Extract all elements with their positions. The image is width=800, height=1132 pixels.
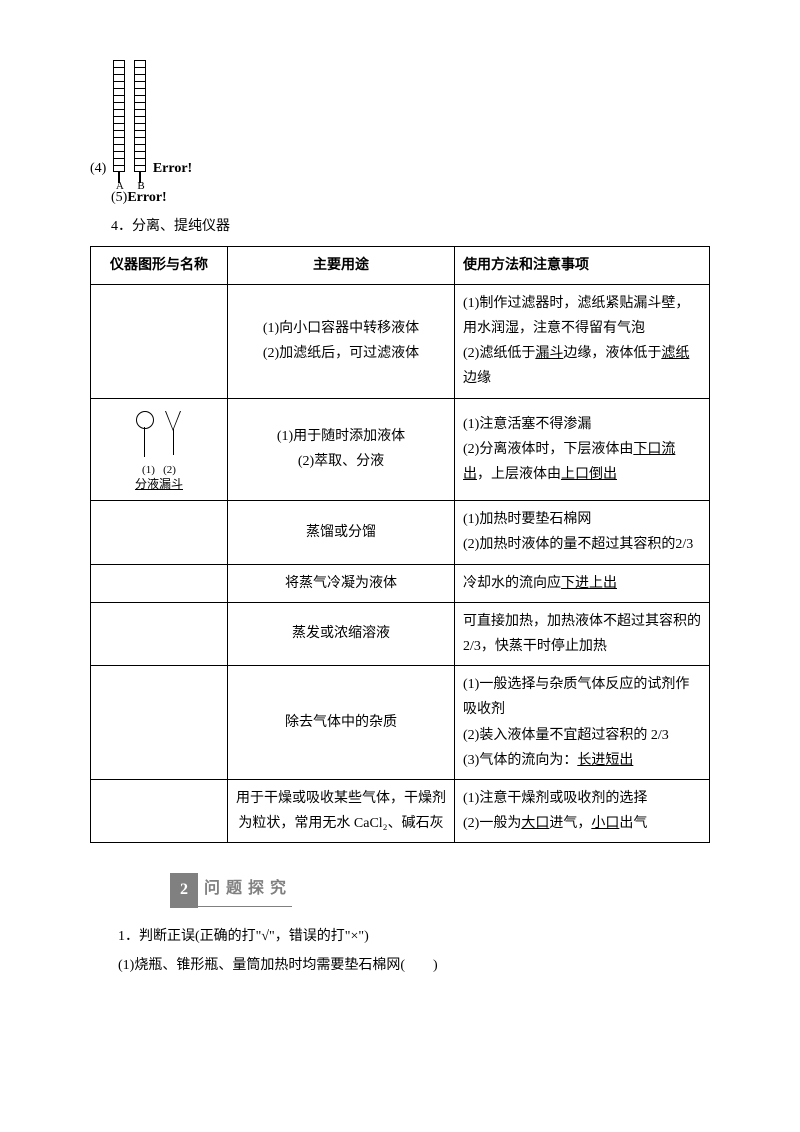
table-header-row: 仪器图形与名称 主要用途 使用方法和注意事项	[91, 246, 710, 284]
note-cell-5: 可直接加热，加热液体不超过其容积的 2/3，快蒸干时停止加热	[455, 602, 710, 665]
question-1-1: (1)烧瓶、锥形瓶、量筒加热时均需要垫石棉网( )	[90, 953, 710, 978]
r1-u2b: 上口倒出	[561, 467, 617, 482]
table-row: (1) (2) 分液漏斗 (1)用于随时添加液体 (2)萃取、分液 (1)注意活…	[91, 398, 710, 501]
burette-a-icon: A	[113, 60, 125, 172]
img-cell-4	[91, 564, 228, 602]
r6-m2: 进气，	[549, 816, 591, 831]
img-cell-2: (1) (2) 分液漏斗	[91, 398, 228, 501]
note-cell-1: (1)制作过滤器时，滤纸紧贴漏斗壁，用水润湿，注意不得留有气泡 (2)滤纸低于漏…	[455, 284, 710, 398]
error-text-4: Error!	[153, 161, 192, 176]
note-cell-3: (1)加热时要垫石棉网 (2)加热时液体的量不超过其容积的2/3	[455, 501, 710, 564]
instruments-table: 仪器图形与名称 主要用途 使用方法和注意事项 (1)向小口容器中转移液体 (2)…	[90, 246, 710, 844]
section-header: 2 问题探究	[170, 873, 710, 908]
burette-diagram: A B	[110, 60, 150, 181]
table-row: (1)向小口容器中转移液体 (2)加滤纸后，可过滤液体 (1)制作过滤器时，滤纸…	[91, 284, 710, 398]
th-name: 仪器图形与名称	[91, 246, 228, 284]
item-5: (5)Error!	[90, 185, 710, 210]
r3-pre: 冷却水的流向应	[463, 576, 561, 591]
th-use: 主要用途	[228, 246, 455, 284]
r6-n1: (1)注意干燥剂或吸收剂的选择	[463, 791, 647, 806]
img-cell-6	[91, 666, 228, 780]
use-cell-1: (1)向小口容器中转移液体 (2)加滤纸后，可过滤液体	[228, 284, 455, 398]
use-cell-5: 蒸发或浓缩溶液	[228, 602, 455, 665]
img-cell-1	[91, 284, 228, 398]
burette-b-icon: B	[134, 60, 146, 172]
r6-u2b: 小口	[591, 816, 619, 831]
note-cell-6: (1)一般选择与杂质气体反应的试剂作吸收剂 (2)装入液体量不宜超过容积的 2/…	[455, 666, 710, 780]
item4-num: (4)	[90, 161, 106, 176]
heading-4: 4．分离、提纯仪器	[90, 214, 710, 239]
r1-n1: (1)注意活塞不得渗漏	[463, 417, 591, 432]
img-cell-7	[91, 779, 228, 842]
table-row: 将蒸气冷凝为液体 冷却水的流向应下进上出	[91, 564, 710, 602]
note-cell-7: (1)注意干燥剂或吸收剂的选择 (2)一般为大口进气，小口出气	[455, 779, 710, 842]
dropping-funnel-icon	[135, 407, 155, 457]
table-row: 蒸发或浓缩溶液 可直接加热，加热液体不超过其容积的 2/3，快蒸干时停止加热	[91, 602, 710, 665]
use-cell-4: 将蒸气冷凝为液体	[228, 564, 455, 602]
table-row: 除去气体中的杂质 (1)一般选择与杂质气体反应的试剂作吸收剂 (2)装入液体量不…	[91, 666, 710, 780]
note-cell-4: 冷却水的流向应下进上出	[455, 564, 710, 602]
note-cell-2: (1)注意活塞不得渗漏 (2)分离液体时，下层液体由下口流出，上层液体由上口倒出	[455, 398, 710, 501]
item-4: (4) A B Error!	[90, 60, 710, 181]
use-cell-2: (1)用于随时添加液体 (2)萃取、分液	[228, 398, 455, 501]
img-cell-3	[91, 501, 228, 564]
r6-n2a: (2)一般为	[463, 816, 521, 831]
funnel-name: 分液漏斗	[135, 477, 183, 491]
r1-n2a: (2)分离液体时，下层液体由	[463, 442, 633, 457]
funnel-icon: (1) (2) 分液漏斗	[99, 405, 219, 495]
r1-m2: ，上层液体由	[477, 467, 561, 482]
r0-p2: 边缘	[463, 371, 491, 386]
use-cell-3: 蒸馏或分馏	[228, 501, 455, 564]
r0-n1: (1)制作过滤器时，滤纸紧贴漏斗壁，用水润湿，注意不得留有气泡	[463, 296, 689, 336]
r5-l3p: (3)气体的流向为：	[463, 753, 577, 768]
r3-u: 下进上出	[561, 576, 617, 591]
section-num: 2	[170, 873, 198, 908]
img-cell-5	[91, 602, 228, 665]
table-row: 用于干燥或吸收某些气体，干燥剂为粒状，常用无水 CaCl₂、碱石灰 (1)注意干…	[91, 779, 710, 842]
r0-n2a: (2)滤纸低于	[463, 346, 535, 361]
separating-funnel-icon	[163, 407, 183, 457]
r0-m2: 边缘，液体低于	[563, 346, 661, 361]
r5-l3u: 长进短出	[577, 753, 633, 768]
section-title: 问题探究	[198, 875, 292, 907]
funnel-labels: (1) (2)	[99, 464, 219, 477]
r6-p2: 出气	[619, 816, 647, 831]
table-row: 蒸馏或分馏 (1)加热时要垫石棉网 (2)加热时液体的量不超过其容积的2/3	[91, 501, 710, 564]
r5-l1: (1)一般选择与杂质气体反应的试剂作吸收剂	[463, 677, 689, 717]
th-note: 使用方法和注意事项	[455, 246, 710, 284]
use-cell-6: 除去气体中的杂质	[228, 666, 455, 780]
use-cell-7: 用于干燥或吸收某些气体，干燥剂为粒状，常用无水 CaCl₂、碱石灰	[228, 779, 455, 842]
r5-l2: (2)装入液体量不宜超过容积的 2/3	[463, 728, 669, 743]
r0-u2b: 滤纸	[661, 346, 689, 361]
r0-u2a: 漏斗	[535, 346, 563, 361]
question-1: 1．判断正误(正确的打"√"，错误的打"×")	[90, 924, 710, 949]
r6-u2a: 大口	[521, 816, 549, 831]
